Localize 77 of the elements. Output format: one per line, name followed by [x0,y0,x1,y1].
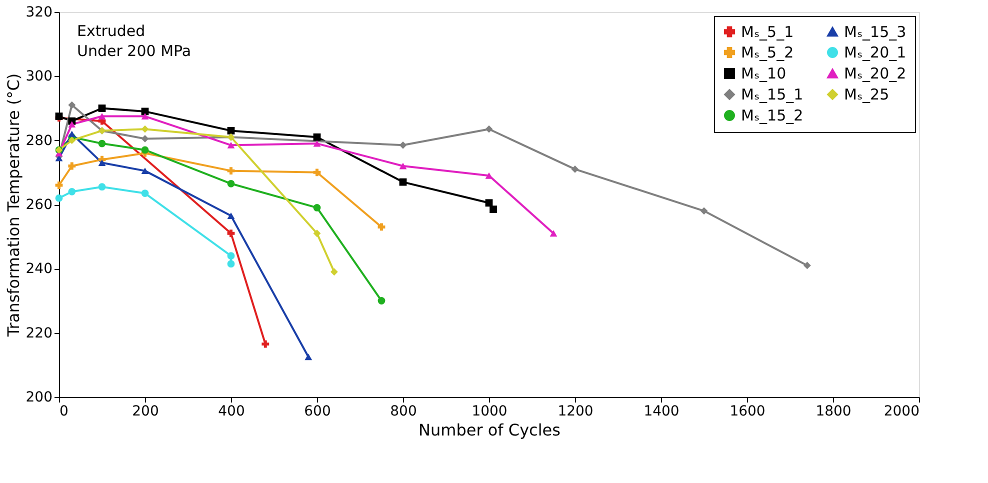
x-tick-label: 1400 [644,404,680,420]
point [313,168,321,176]
x-tick-label: 1600 [730,404,766,420]
point [399,141,407,149]
y-tick-label: 280 [26,132,52,149]
legend-label: Mₛ_25 [844,86,890,104]
point [227,260,235,268]
x-axis-title: Number of Cycles [418,420,560,440]
point [141,125,149,133]
point [98,140,106,148]
legend-label: Mₛ_10 [741,64,786,82]
y-axis-title: Transformation Temperature (°C) [4,73,23,338]
point [141,190,149,197]
point [571,166,579,173]
x-tick-label: 200 [132,404,159,420]
point [68,101,76,109]
point [98,160,106,166]
point [550,230,558,237]
y-tick-label: 320 [26,4,52,20]
annotation: Extruded [77,22,146,40]
x-tick-label: 1000 [472,404,508,420]
point [141,113,149,120]
point [399,162,407,170]
point [227,142,235,148]
point [485,125,493,133]
annotation: Under 200 MPa [77,42,192,60]
y-tick-label: 300 [26,68,52,85]
point [98,183,106,191]
x-tick-label: 0 [60,404,68,420]
point [803,262,811,270]
point [304,354,312,360]
point [68,130,76,138]
y-tick-label: 260 [26,197,52,213]
y-tick-label: 220 [26,325,52,342]
legend-label: Mₛ_20_2 [844,64,906,82]
point [313,140,321,147]
x-tick-label: 600 [304,404,331,420]
point [700,207,708,215]
x-tick-label: 400 [218,404,245,420]
point [378,297,386,304]
point [313,230,321,238]
point [485,172,493,179]
point [227,167,235,175]
legend-label: Mₛ_5_2 [741,44,794,62]
x-tick-label: 1200 [558,404,594,420]
y-tick-label: 240 [26,261,52,278]
point [378,223,386,231]
legend-label: Mₛ_15_1 [741,86,804,104]
y-tick-label: 200 [26,390,52,406]
point [490,206,498,214]
point [68,136,76,144]
point [141,146,149,154]
point [55,194,63,202]
point [313,133,321,141]
x-tick-label: 2000 [884,404,920,420]
point [98,104,106,112]
point [68,121,76,128]
x-tick-label: 800 [390,404,417,420]
point [227,127,235,134]
point [485,199,493,207]
legend-label: Mₛ_5_1 [741,22,794,41]
point [227,212,235,219]
point [55,182,63,189]
x-tick-label: 1800 [816,404,852,420]
point [98,113,106,120]
point [68,188,76,196]
legend-label: Mₛ_20_1 [844,44,906,62]
legend-label: Mₛ_15_3 [844,22,906,41]
point [68,162,76,170]
point [227,180,235,188]
point [330,268,338,276]
point [262,340,270,348]
point [313,204,321,212]
point [227,230,235,238]
legend-label: Mₛ_15_2 [741,106,804,124]
point [141,168,149,174]
point [227,252,235,260]
